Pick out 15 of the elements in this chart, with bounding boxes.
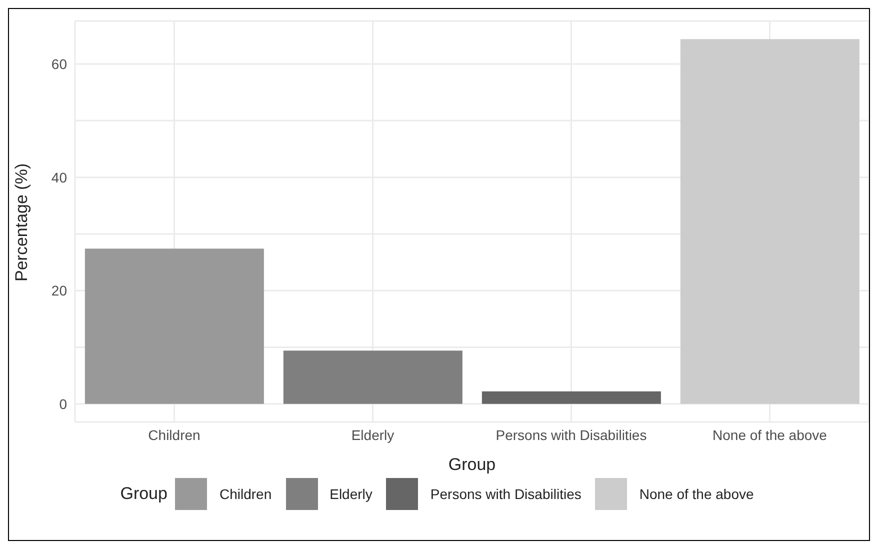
legend-label: Children [219, 486, 272, 502]
legend-label: None of the above [639, 486, 754, 502]
y-tick-label: 60 [51, 56, 68, 72]
x-tick-label: Persons with Disabilities [496, 426, 647, 443]
x-axis-title: Group [448, 455, 496, 474]
legend-label: Elderly [330, 486, 372, 502]
y-tick-label: 40 [51, 169, 68, 186]
y-tick-label: 0 [59, 396, 68, 412]
y-tick-label: 20 [51, 282, 68, 299]
x-tick-label: Children [148, 426, 200, 443]
legend-label: Persons with Disabilities [430, 486, 582, 502]
legend-title: Group [120, 484, 168, 504]
x-tick-label: Elderly [351, 426, 394, 443]
x-tick-label: None of the above [712, 426, 828, 443]
y-axis-title: Percentage (%) [12, 163, 32, 282]
